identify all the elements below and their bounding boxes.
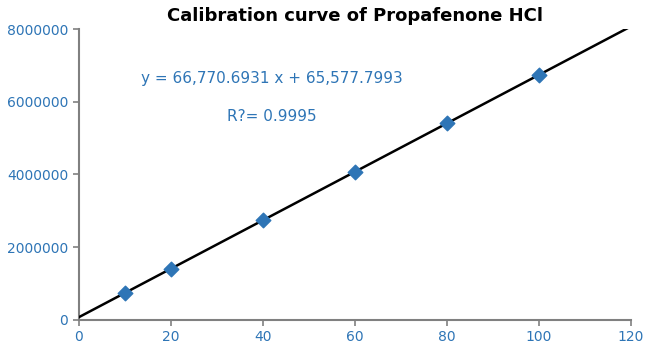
Point [258, 218, 268, 223]
Text: R?= 0.9995: R?= 0.9995 [227, 109, 317, 124]
Point [350, 169, 360, 175]
Point [534, 72, 544, 78]
Point [120, 290, 130, 296]
Text: y = 66,770.6931 x + 65,577.7993: y = 66,770.6931 x + 65,577.7993 [141, 71, 403, 86]
Title: Calibration curve of Propafenone HCl: Calibration curve of Propafenone HCl [167, 7, 543, 25]
Point [165, 266, 176, 272]
Point [441, 120, 452, 126]
